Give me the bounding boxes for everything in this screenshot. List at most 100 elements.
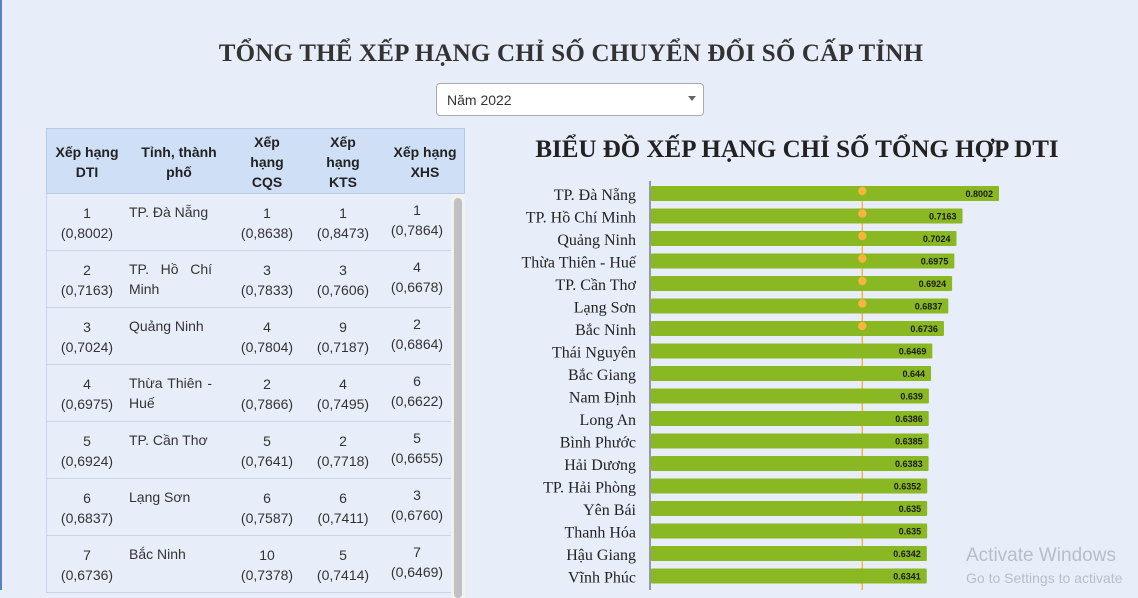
bar-group[interactable]: Thanh Hóa 0.635 xyxy=(564,523,928,542)
bar[interactable] xyxy=(651,523,928,539)
bar[interactable] xyxy=(651,321,944,336)
bar[interactable] xyxy=(651,568,927,584)
cell-xhs: 7 (0,6469) xyxy=(381,536,453,593)
kts-score: (0,7606) xyxy=(316,282,370,298)
cell-cqs: 4 (0,7804) xyxy=(231,308,303,365)
category-label: TP. Cần Thơ xyxy=(555,277,636,294)
bar-group[interactable]: Vĩnh Phúc 0.6341 xyxy=(568,568,927,587)
xhs-score: (0,6864) xyxy=(390,336,444,352)
bar-group[interactable]: Hậu Giang 0.6342 xyxy=(566,546,927,564)
chart-title: BIỂU ĐỒ XẾP HẠNG CHỈ SỐ TỔNG HỢP DTI xyxy=(535,136,1059,163)
table-row[interactable]: 5 (0,6924) TP. Cần Thơ 5 (0,7641) 2 (0,7718) 5 (… xyxy=(46,422,451,479)
table-scrollbar-thumb[interactable] xyxy=(454,198,462,598)
bar-group[interactable]: Bình Phước 0.6385 xyxy=(560,433,929,452)
table-row[interactable]: 7 (0,6736) Bắc Ninh 10 (0,7378) 5 (0,7414) 7 (0,… xyxy=(46,536,451,593)
dti-rank: 5 xyxy=(83,433,91,449)
data-label: 0.6837 xyxy=(915,302,943,312)
header-province[interactable]: Tỉnh, thành phố xyxy=(141,144,217,180)
bar[interactable] xyxy=(651,388,929,404)
year-select[interactable]: Năm 2022 xyxy=(436,83,704,116)
category-label: Thanh Hóa xyxy=(564,525,636,542)
category-label: TP. Đà Nẵng xyxy=(554,187,636,204)
marker-point xyxy=(858,276,867,286)
ranking-table: Xếp hạng DTI Tỉnh, thành phố Xếp hạng CQ… xyxy=(46,128,465,598)
table-row[interactable]: 6 (0,6837) Lạng Sơn 6 (0,7587) 6 (0,7411) 3 (0,6… xyxy=(46,479,451,536)
bar-group[interactable]: Thừa Thiên - Huế 0.6975 xyxy=(521,253,955,272)
xhs-rank: 2 xyxy=(413,316,421,332)
bar-group[interactable]: Quảng Ninh 0.7024 xyxy=(557,231,957,249)
bar-group[interactable]: Bắc Giang 0.644 xyxy=(568,366,932,384)
table-row[interactable]: 1 (0,8002) TP. Đà Nẵng 1 (0,8638) 1 (0,8473) 1 (… xyxy=(46,194,451,251)
bar[interactable] xyxy=(651,366,932,381)
cqs-rank: 2 xyxy=(263,376,271,392)
marker-point xyxy=(858,321,867,331)
cqs-score: (0,7587) xyxy=(240,510,294,526)
bar[interactable] xyxy=(651,208,963,224)
dti-score: (0,6736) xyxy=(60,567,114,583)
kts-rank: 9 xyxy=(339,319,347,335)
table-row[interactable]: 3 (0,7024) Quảng Ninh 4 (0,7804) 9 (0,7187) 2 (0… xyxy=(46,308,451,365)
cell-province: Quảng Ninh xyxy=(129,318,204,334)
category-label: Bình Phước xyxy=(560,435,636,452)
dti-rank: 2 xyxy=(83,262,91,278)
cqs-rank: 5 xyxy=(263,433,271,449)
kts-rank: 2 xyxy=(339,433,347,449)
header-cqs-rank[interactable]: Xếp hạng CQS xyxy=(250,134,284,190)
header-kts-rank[interactable]: Xếp hạng KTS xyxy=(326,134,360,190)
bar-group[interactable]: Nam Định 0.639 xyxy=(569,388,929,407)
bar-group[interactable]: TP. Đà Nẵng 0.8002 xyxy=(554,186,999,204)
bar[interactable] xyxy=(651,478,928,494)
table-row[interactable]: 4 (0,6975) Thừa Thiên - Huế 2 (0,7866) 4 (0,74… xyxy=(46,365,451,422)
bar[interactable] xyxy=(651,501,928,516)
xhs-rank: 3 xyxy=(413,487,421,503)
cell-province: Lạng Sơn xyxy=(129,489,191,505)
bar-group[interactable]: TP. Cần Thơ 0.6924 xyxy=(555,276,953,294)
bar[interactable] xyxy=(651,411,929,426)
dti-score: (0,6924) xyxy=(60,453,114,469)
bar[interactable] xyxy=(651,186,999,201)
xhs-rank: 1 xyxy=(413,202,421,218)
bar[interactable] xyxy=(651,231,957,246)
bar[interactable] xyxy=(651,253,955,269)
cqs-score: (0,7641) xyxy=(240,453,294,469)
table-header: Xếp hạng DTI Tỉnh, thành phố Xếp hạng CQ… xyxy=(46,128,465,194)
cqs-rank: 3 xyxy=(263,262,271,278)
cell-dti: 2 (0,7163) xyxy=(47,251,127,308)
bar-group[interactable]: Yên Bái 0.635 xyxy=(583,501,928,519)
cell-kts: 1 (0,8473) xyxy=(307,194,379,251)
bar-group[interactable]: Thái Nguyên 0.6469 xyxy=(552,343,933,362)
bar-group[interactable]: Bắc Ninh 0.6736 xyxy=(575,321,944,339)
marker-point xyxy=(858,186,867,196)
xhs-score: (0,6469) xyxy=(390,564,444,580)
bar-group[interactable]: Lạng Sơn 0.6837 xyxy=(574,298,949,317)
header-xhs-rank[interactable]: Xếp hạng XHS xyxy=(393,144,457,180)
chevron-down-icon[interactable] xyxy=(688,96,696,101)
category-label: Yên Bái xyxy=(583,502,636,519)
category-label: Long An xyxy=(580,412,636,429)
bar-group[interactable]: TP. Hải Phòng 0.6352 xyxy=(543,478,928,497)
dti-rank: 6 xyxy=(83,490,91,506)
bar[interactable] xyxy=(651,456,929,471)
bar-group[interactable]: Hải Dương 0.6383 xyxy=(564,456,929,474)
kts-rank: 4 xyxy=(339,376,347,392)
xhs-rank: 7 xyxy=(413,544,421,560)
bar[interactable] xyxy=(651,433,929,449)
cell-dti: 1 (0,8002) xyxy=(47,194,127,251)
cqs-score: (0,7833) xyxy=(240,282,294,298)
bar[interactable] xyxy=(651,343,933,359)
bar-group[interactable]: TP. Hồ Chí Minh 0.7163 xyxy=(526,208,963,227)
year-select-value: Năm 2022 xyxy=(447,91,512,108)
cell-xhs: 6 (0,6622) xyxy=(381,365,453,422)
header-dti-rank[interactable]: Xếp hạng DTI xyxy=(55,144,119,180)
bar[interactable] xyxy=(651,276,953,291)
cell-dti: 7 (0,6736) xyxy=(47,536,127,593)
data-label: 0.6341 xyxy=(893,572,921,582)
bar-group[interactable]: Long An 0.6386 xyxy=(580,411,929,429)
bar[interactable] xyxy=(651,298,949,314)
bar[interactable] xyxy=(651,546,927,561)
xhs-score: (0,6655) xyxy=(390,450,444,466)
category-label: Bắc Ninh xyxy=(575,322,636,339)
cell-province: TP. Hồ Chí Minh xyxy=(129,261,212,297)
table-row[interactable]: 2 (0,7163) TP. Hồ Chí Minh 3 (0,7833) 3 (0,760… xyxy=(46,251,451,308)
dti-score: (0,6837) xyxy=(60,510,114,526)
